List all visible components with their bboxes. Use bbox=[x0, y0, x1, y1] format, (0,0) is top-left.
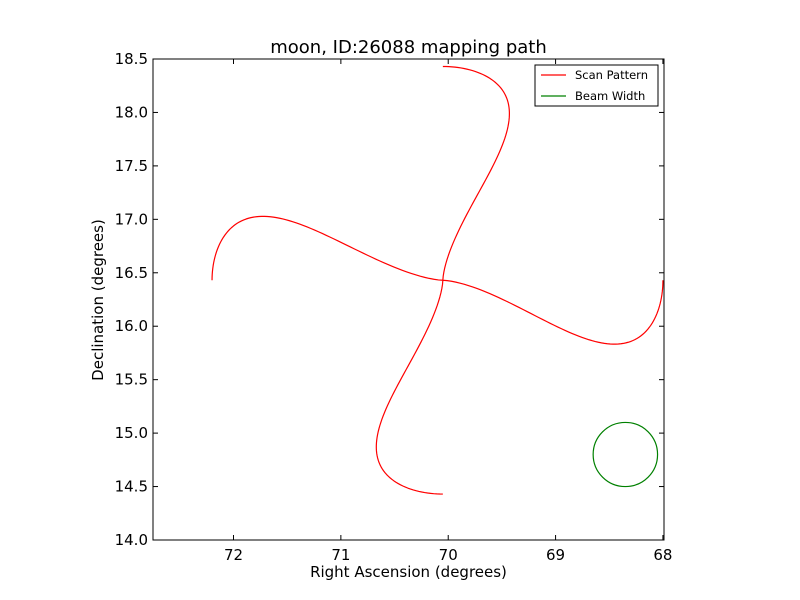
y-tick-label: 16.0 bbox=[115, 317, 148, 335]
beam-width-circle bbox=[592, 421, 659, 488]
x-axis-label: Right Ascension (degrees) bbox=[310, 563, 507, 581]
plot-area-background bbox=[153, 59, 664, 540]
y-axis-ticks: 14.0 14.5 15.0 15.5 16.0 16.5 17.0 17.5 18.0 18.5 bbox=[115, 50, 664, 549]
x-tick-label: 71 bbox=[331, 546, 350, 564]
y-tick-label: 17.5 bbox=[115, 157, 148, 175]
legend-label-scan-pattern: Scan Pattern bbox=[575, 68, 648, 82]
y-tick-label: 15.0 bbox=[115, 424, 148, 442]
y-axis-label: Declination (degrees) bbox=[89, 219, 107, 381]
x-tick-label: 72 bbox=[224, 546, 243, 564]
y-tick-label: 18.0 bbox=[115, 103, 148, 121]
chart-title: moon, ID:26088 mapping path bbox=[270, 37, 547, 58]
data-layer bbox=[211, 65, 664, 495]
y-tick-label: 16.5 bbox=[115, 264, 148, 282]
y-tick-label: 18.5 bbox=[115, 50, 148, 68]
y-tick-label: 17.0 bbox=[115, 210, 148, 228]
y-tick-label: 14.5 bbox=[115, 478, 148, 496]
legend: Scan Pattern Beam Width bbox=[534, 64, 659, 107]
x-axis-ticks: 72 71 70 69 68 bbox=[224, 59, 672, 564]
y-tick-label: 14.0 bbox=[115, 531, 148, 549]
x-tick-label: 69 bbox=[546, 546, 565, 564]
legend-box bbox=[534, 64, 659, 107]
x-tick-label: 68 bbox=[653, 546, 672, 564]
plot-frame bbox=[152, 58, 665, 541]
scan-pattern-line bbox=[211, 65, 664, 495]
x-tick-label: 70 bbox=[439, 546, 458, 564]
legend-label-beam-width: Beam Width bbox=[575, 89, 645, 103]
y-tick-label: 15.5 bbox=[115, 371, 148, 389]
